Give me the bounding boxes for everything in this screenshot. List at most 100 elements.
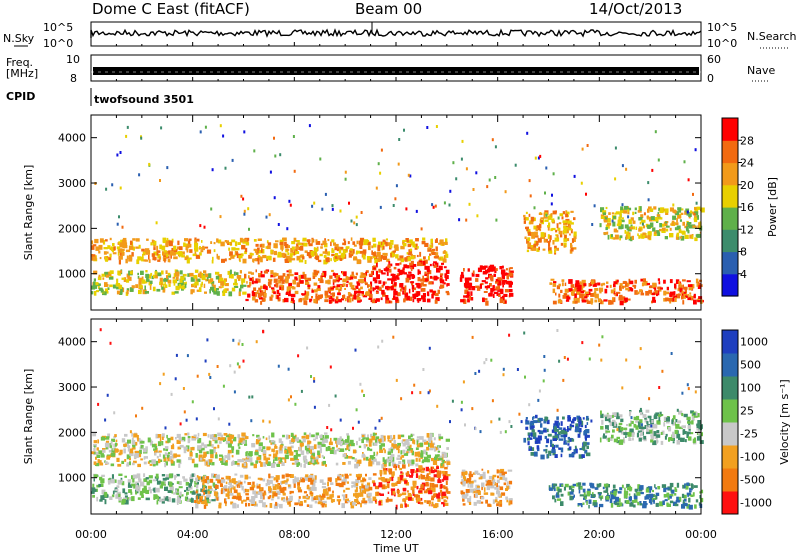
scatter-cell	[344, 170, 347, 174]
scatter-cell	[275, 283, 279, 286]
scatter-cell	[141, 440, 145, 444]
scatter-cell	[433, 437, 436, 441]
scatter-cell	[369, 293, 373, 299]
scatter-cell	[401, 455, 405, 458]
scatter-cell	[127, 445, 131, 448]
scatter-cell	[148, 259, 151, 263]
scatter-cell	[700, 432, 703, 437]
scatter-cell	[579, 290, 585, 294]
scatter-cell	[628, 436, 631, 440]
scatter-cell	[687, 436, 692, 441]
scatter-cell	[612, 297, 614, 301]
scatter-cell	[310, 375, 312, 378]
scatter-cell	[281, 279, 285, 284]
scatter-cell	[156, 478, 159, 481]
scatter-cell	[111, 452, 116, 457]
scatter-cell	[377, 246, 381, 252]
scatter-cell	[342, 440, 347, 445]
scatter-cell	[276, 294, 279, 300]
scatter-cell	[342, 242, 345, 246]
scatter-cell	[427, 247, 430, 250]
scatter-cell	[677, 215, 682, 219]
scatter-cell	[688, 504, 693, 510]
scatter-cell	[411, 459, 415, 465]
scatter-cell	[397, 448, 400, 454]
scatter-cell	[422, 298, 426, 303]
scatter-cell	[620, 224, 624, 229]
scatter-cell	[578, 416, 582, 421]
scatter-cell	[195, 276, 198, 282]
scatter-cell	[138, 244, 141, 249]
scatter-cell	[325, 464, 327, 467]
colorbar-tick-label: -100	[740, 451, 765, 464]
scatter-cell	[654, 484, 656, 488]
scatter-cell	[168, 283, 171, 287]
scatter-cell	[391, 474, 395, 478]
scatter-cell	[599, 483, 602, 487]
scatter-cell	[204, 291, 207, 294]
scatter-cell	[387, 491, 390, 494]
scatter-cell	[581, 454, 585, 458]
scatter-cell	[256, 278, 261, 283]
scatter-cell	[108, 276, 114, 280]
scatter-cell	[307, 477, 313, 482]
scatter-cell	[245, 502, 248, 507]
scatter-cell	[344, 475, 349, 479]
scatter-cell	[403, 289, 406, 294]
scatter-cell	[211, 462, 215, 466]
scatter-cell	[529, 194, 532, 198]
scatter-cell	[651, 428, 654, 432]
scatter-cell	[338, 288, 340, 294]
scatter-cell	[313, 379, 316, 383]
scatter-cell	[188, 257, 192, 260]
scatter-cell	[204, 246, 209, 249]
scatter-cell	[554, 420, 559, 425]
scatter-cell	[693, 437, 696, 443]
scatter-cell	[408, 462, 410, 467]
scatter-cell	[344, 177, 347, 181]
scatter-cell	[203, 504, 207, 509]
scatter-cell	[327, 239, 330, 242]
scatter-cell	[344, 473, 348, 477]
scatter-cell	[390, 460, 395, 463]
scatter-cell	[387, 478, 391, 482]
scatter-cell	[565, 210, 568, 215]
scatter-cell	[575, 297, 580, 303]
scatter-cell	[259, 290, 262, 293]
scatter-cell	[255, 460, 258, 464]
scatter-cell	[131, 447, 136, 450]
scatter-cell	[568, 446, 572, 450]
scatter-cell	[675, 279, 680, 284]
scatter-cell	[322, 493, 326, 498]
scatter-cell	[406, 451, 409, 454]
scatter-cell	[558, 298, 561, 302]
scatter-cell	[615, 291, 621, 294]
scatter-cell	[547, 227, 550, 231]
scatter-cell	[393, 254, 396, 257]
scatter-cell	[256, 434, 260, 438]
scatter-cell	[163, 278, 165, 282]
scatter-cell	[533, 420, 538, 424]
scatter-cell	[554, 245, 557, 250]
scatter-cell	[639, 206, 642, 212]
scatter-cell	[524, 375, 526, 379]
scatter-cell	[141, 494, 144, 498]
scatter-cell	[532, 416, 534, 421]
scatter-cell	[381, 339, 384, 343]
scatter-cell	[319, 279, 324, 284]
scatter-cell	[663, 208, 666, 212]
scatter-cell	[462, 498, 465, 502]
scatter-cell	[504, 190, 507, 194]
scatter-cell	[405, 238, 409, 243]
scatter-cell	[523, 437, 527, 443]
scatter-cell	[184, 496, 188, 501]
scatter-cell	[124, 499, 129, 505]
scatter-cell	[370, 433, 373, 438]
scatter-cell	[601, 419, 604, 425]
scatter-cell	[426, 454, 431, 459]
scatter-cell	[165, 284, 168, 288]
scatter-cell	[604, 414, 608, 418]
scatter-cell	[231, 158, 234, 162]
scatter-cell	[555, 428, 559, 432]
scatter-cell	[95, 282, 99, 286]
